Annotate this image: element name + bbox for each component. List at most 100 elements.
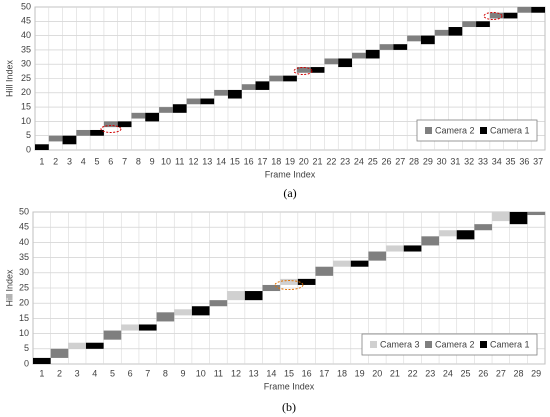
x-tick-label: 10: [196, 368, 206, 378]
bar: [448, 27, 463, 36]
y-tick-label: 10: [21, 116, 31, 126]
x-tick-label: 3: [67, 156, 72, 166]
bar: [296, 67, 311, 73]
bar: [186, 98, 201, 105]
x-tick-label: 14: [266, 368, 276, 378]
bar: [103, 121, 118, 128]
bar: [191, 306, 210, 316]
x-tick-label: 6: [128, 368, 133, 378]
bar: [145, 112, 160, 122]
bar: [324, 58, 339, 65]
bar: [333, 260, 351, 267]
x-tick-label: 22: [326, 156, 336, 166]
bar: [214, 89, 228, 96]
x-tick-label: 9: [150, 156, 155, 166]
x-tick-label: 23: [425, 368, 435, 378]
x-tick-label: 2: [53, 156, 58, 166]
legend-label: Camera 1: [490, 125, 530, 135]
x-tick-label: 1: [39, 368, 44, 378]
bar: [138, 324, 157, 331]
bar: [509, 212, 528, 225]
x-tick-label: 9: [181, 368, 186, 378]
bar: [48, 135, 63, 142]
x-tick-label: 31: [450, 156, 460, 166]
x-tick-label: 12: [231, 368, 241, 378]
x-tick-label: 7: [122, 156, 127, 166]
y-axis-title: Hill Index: [4, 269, 14, 307]
x-tick-label: 36: [519, 156, 529, 166]
x-tick-label: 10: [161, 156, 171, 166]
x-tick-label: 7: [145, 368, 150, 378]
bar: [492, 212, 510, 222]
bar: [350, 260, 369, 267]
bar: [33, 357, 51, 364]
bar: [117, 121, 132, 128]
x-tick-label: 2: [57, 368, 62, 378]
bar: [476, 21, 490, 28]
bar: [35, 144, 49, 150]
legend-box: [361, 333, 538, 356]
x-tick-label: 11: [214, 368, 223, 378]
bar: [434, 29, 449, 36]
x-tick-label: 23: [340, 156, 350, 166]
y-tick-label: 50: [21, 1, 31, 11]
caption: (a): [283, 186, 296, 200]
x-tick-label: 37: [533, 156, 543, 166]
bar: [174, 309, 192, 316]
bar: [103, 330, 122, 340]
bar: [310, 67, 325, 73]
bar: [200, 98, 215, 105]
x-tick-label: 16: [244, 156, 254, 166]
bar: [456, 230, 475, 240]
x-tick-label: 5: [110, 368, 115, 378]
bar: [241, 84, 256, 90]
y-tick-label: 40: [21, 30, 31, 40]
bar: [172, 104, 187, 113]
x-tick-label: 12: [189, 156, 199, 166]
x-tick-label: 28: [514, 368, 524, 378]
x-tick-label: 15: [284, 368, 294, 378]
x-tick-label: 18: [337, 368, 347, 378]
x-tick-label: 27: [496, 368, 506, 378]
bar: [393, 44, 408, 50]
bar: [517, 7, 532, 13]
y-tick-label: 20: [19, 298, 29, 308]
bar: [85, 342, 104, 349]
x-tick-label: 4: [81, 156, 86, 166]
bar: [227, 89, 242, 99]
legend-label: Camera 1: [490, 339, 530, 349]
legend-label: Camera 2: [435, 125, 475, 135]
x-tick-label: 30: [437, 156, 447, 166]
bar: [90, 129, 104, 136]
bar: [489, 12, 504, 19]
legend-swatch: [425, 341, 432, 348]
y-tick-label: 30: [21, 59, 31, 69]
x-tick-label: 28: [409, 156, 419, 166]
x-tick-label: 8: [163, 368, 168, 378]
legend-label: Camera 3: [380, 339, 420, 349]
x-tick-label: 33: [478, 156, 488, 166]
bar: [156, 312, 175, 322]
y-tick-label: 20: [21, 87, 31, 97]
legend-swatch: [425, 127, 432, 134]
x-tick-label: 8: [136, 156, 141, 166]
y-axis-title: Hill Index: [4, 59, 14, 97]
x-tick-label: 14: [216, 156, 226, 166]
x-tick-label: 24: [443, 368, 453, 378]
x-tick-label: 26: [381, 156, 391, 166]
bar: [283, 75, 297, 82]
x-tick-label: 1: [39, 156, 44, 166]
legend-swatch: [480, 341, 487, 348]
bar: [338, 58, 353, 68]
y-tick-label: 45: [21, 16, 31, 26]
x-tick-label: 29: [531, 368, 541, 378]
bar: [474, 224, 493, 231]
y-tick-label: 35: [19, 252, 29, 262]
x-tick-label: 16: [302, 368, 312, 378]
y-tick-label: 5: [26, 130, 31, 140]
bar: [244, 291, 263, 301]
bar: [386, 245, 404, 252]
bar: [131, 112, 146, 119]
